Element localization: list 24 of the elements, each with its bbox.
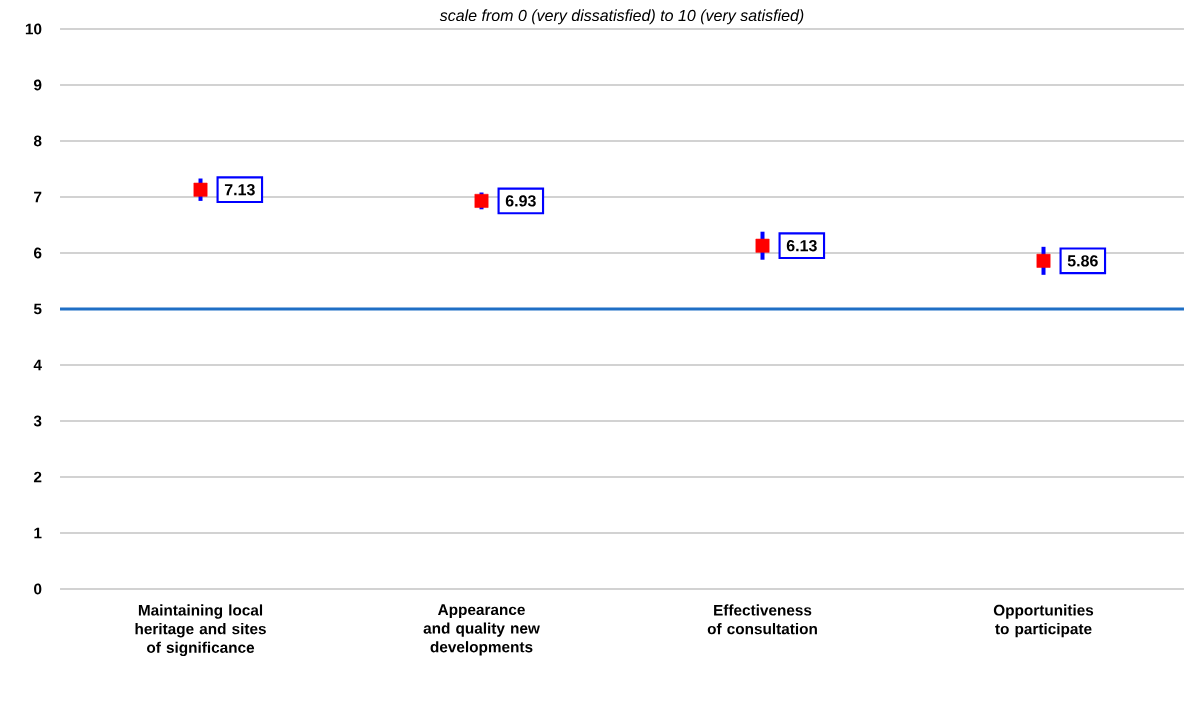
y-tick-label: 10 xyxy=(25,23,42,35)
data-label: 6.13 xyxy=(786,240,817,252)
point xyxy=(474,193,489,208)
x-tick-label: Effectiveness of consultation xyxy=(707,604,817,635)
y-tick-label: 4 xyxy=(33,359,42,371)
data-label: 7.13 xyxy=(224,184,255,196)
y-tick-label: 1 xyxy=(34,527,42,539)
y-tick-label: 8 xyxy=(33,135,42,147)
y-tick-label: 5 xyxy=(33,303,42,315)
y-tick-label: 6 xyxy=(34,247,42,259)
point xyxy=(1036,253,1051,268)
point xyxy=(755,238,770,253)
y-tick-label: 2 xyxy=(33,471,42,483)
y-tick-label: 3 xyxy=(33,415,42,427)
x-tick-label: Appearance and quality new developments xyxy=(423,604,540,656)
chart-subtitle: scale from 0 (very dissatisfied) to 10 (very satisfied) xyxy=(439,9,804,25)
x-tick-label: Opportunities to participate xyxy=(993,604,1094,638)
data-label: 6.93 xyxy=(505,195,536,207)
y-tick-label: 9 xyxy=(33,79,42,91)
y-tick-label: 7 xyxy=(34,191,42,203)
data-label: 5.86 xyxy=(1067,255,1098,267)
point xyxy=(193,182,208,197)
x-tick-label: Maintaining local heritage and sites of significance xyxy=(135,604,266,657)
y-tick-label: 0 xyxy=(34,583,42,595)
